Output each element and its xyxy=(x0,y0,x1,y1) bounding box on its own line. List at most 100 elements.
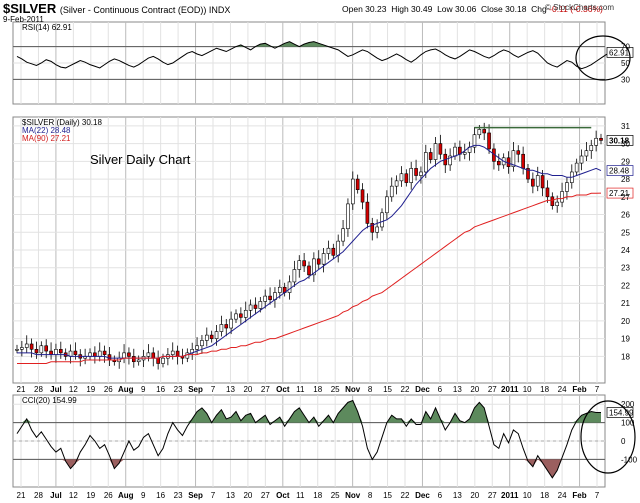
high-value: 30.49 xyxy=(411,4,433,14)
x-tick-label: 24 xyxy=(558,491,567,500)
candle xyxy=(136,359,141,363)
x-tick-label: 6 xyxy=(438,491,443,500)
candle xyxy=(404,173,409,183)
x-tick-label: 13 xyxy=(226,491,235,500)
x-tick-label: 18 xyxy=(313,491,322,500)
candle xyxy=(58,349,63,354)
last-close-label-box xyxy=(606,135,634,146)
x-tick-label: 21 xyxy=(17,385,26,394)
candle xyxy=(297,260,302,270)
price-y-tick-label: 25 xyxy=(621,228,630,237)
candle xyxy=(127,352,131,357)
candle xyxy=(224,324,229,329)
candle xyxy=(360,189,365,203)
rsi-y-tick-label: 30 xyxy=(621,75,630,84)
candle xyxy=(151,352,156,359)
candle xyxy=(438,143,443,155)
x-tick-label: 13 xyxy=(453,385,462,394)
candle xyxy=(385,196,389,214)
panel-frames xyxy=(12,21,606,488)
rsi-y-tick-label: 50 xyxy=(621,59,630,68)
candle xyxy=(419,171,423,176)
cci-title: CCI(20) 154.99 xyxy=(22,396,77,405)
candle xyxy=(170,350,175,355)
candle xyxy=(15,349,19,351)
rsi-y-tick-label: 70 xyxy=(621,43,630,52)
candle xyxy=(370,223,375,233)
price-title: $SILVER (Daily) 30.18 xyxy=(22,118,102,127)
candle xyxy=(239,313,243,318)
candle xyxy=(312,258,316,276)
rsi-panel: 62.91 xyxy=(13,41,634,80)
x-tick-label: 12 xyxy=(69,385,78,394)
candle xyxy=(302,260,306,267)
x-tick-label: 19 xyxy=(86,491,95,500)
candle xyxy=(540,175,545,189)
x-tick-label: Aug xyxy=(118,491,134,500)
chart-date: 9-Feb-2011 xyxy=(3,15,44,24)
candle xyxy=(73,350,78,355)
x-tick-label: Dec xyxy=(415,491,430,500)
x-tick-label: 11 xyxy=(296,385,305,394)
candle xyxy=(545,187,550,198)
candle xyxy=(34,349,39,354)
x-tick-label: 10 xyxy=(523,385,532,394)
price-y-tick-label: 26 xyxy=(621,211,630,220)
candle xyxy=(39,345,44,354)
ma90-legend: MA(90) 27.21 xyxy=(22,134,71,143)
candle xyxy=(287,281,292,293)
rsi-line xyxy=(16,41,621,70)
x-tick-label: 10 xyxy=(523,491,532,500)
candle xyxy=(234,313,238,320)
candle xyxy=(599,137,603,141)
cci-oversold-fill xyxy=(17,459,601,478)
price-y-tick-label: 29 xyxy=(621,157,630,166)
x-tick-label: 28 xyxy=(34,385,43,394)
candle xyxy=(258,301,263,309)
candle xyxy=(428,152,433,160)
candle xyxy=(88,352,92,357)
candle xyxy=(195,345,199,350)
candle xyxy=(414,168,418,176)
candle xyxy=(200,340,204,347)
chart-annotation: Silver Daily Chart xyxy=(90,152,191,167)
x-tick-label: 9 xyxy=(141,385,146,394)
candle xyxy=(253,304,258,309)
price-y-tick-label: 22 xyxy=(621,281,630,290)
candle xyxy=(29,343,34,350)
candle xyxy=(331,247,336,256)
x-tick-label: 27 xyxy=(261,385,270,394)
last-ma22-label-box xyxy=(606,165,634,176)
x-tick-label: 13 xyxy=(453,491,462,500)
x-tick-label: 18 xyxy=(313,385,322,394)
candle xyxy=(102,350,107,355)
chg-label: Chg xyxy=(531,4,547,14)
x-tick-label: 23 xyxy=(174,491,183,500)
price-y-tick-label: 24 xyxy=(621,246,630,255)
low-value: 30.06 xyxy=(455,4,477,14)
candle xyxy=(214,331,219,339)
x-tick-label: Feb xyxy=(572,385,586,394)
ma22-legend: MA(22) 28.48 xyxy=(22,126,71,135)
candle xyxy=(560,191,564,203)
chg-value: -0.11 (-0.36%) xyxy=(549,4,603,14)
candle xyxy=(380,212,384,228)
x-tick-label: 11 xyxy=(296,491,305,500)
brand-credit: © StockCharts.com xyxy=(545,3,615,12)
candle xyxy=(511,150,516,167)
candle xyxy=(175,350,180,357)
candle xyxy=(321,253,326,265)
x-tick-label: 26 xyxy=(104,491,113,500)
candle xyxy=(487,132,491,150)
y-axis-labels: 3050701819202122232425262728293031-10001… xyxy=(621,43,638,465)
candle xyxy=(584,150,589,157)
x-tick-label: 8 xyxy=(368,491,373,500)
x-tick-label: Oct xyxy=(276,491,290,500)
price-y-tick-label: 27 xyxy=(621,193,630,202)
candle xyxy=(453,146,457,157)
candle xyxy=(346,203,350,230)
cci-panel: 154.99 xyxy=(13,399,634,479)
x-tick-label: 23 xyxy=(174,385,183,394)
last-ma22-label: 28.48 xyxy=(609,167,630,176)
